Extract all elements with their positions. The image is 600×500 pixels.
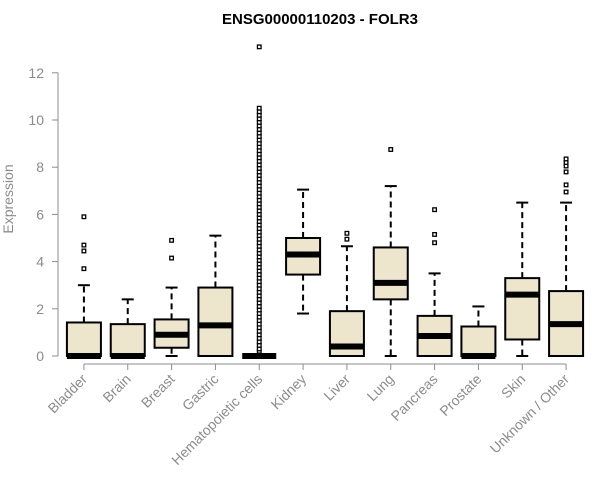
outlier-point — [432, 232, 438, 237]
y-axis-label: Expression — [0, 164, 16, 233]
x-tick-label: Pancreas — [388, 371, 441, 424]
box-7 — [328, 230, 365, 358]
box-2 — [109, 298, 146, 359]
x-tick-label: Gastric — [179, 371, 222, 414]
x-tick-label: Brain — [99, 371, 133, 405]
box-6 — [285, 188, 322, 315]
box-9 — [416, 207, 453, 358]
box-body — [65, 321, 102, 358]
x-tick-label: Liver — [320, 371, 353, 404]
outlier-point — [256, 105, 262, 111]
y-tick-label: 12 — [28, 65, 44, 81]
x-tick-label: Skin — [498, 371, 529, 402]
box-body — [109, 323, 146, 358]
y-tick-label: 2 — [36, 301, 44, 317]
outlier-point — [563, 156, 569, 162]
box-5 — [242, 44, 277, 359]
outlier-point — [81, 266, 87, 272]
outlier-point — [563, 189, 569, 195]
outlier-point — [432, 207, 438, 213]
chart-title: ENSG00000110203 - FOLR3 — [222, 11, 418, 28]
outlier-point — [81, 214, 87, 220]
y-tick-label: 0 — [36, 348, 44, 364]
outlier-point — [344, 236, 350, 242]
outlier-point — [81, 242, 87, 248]
outlier-point — [344, 230, 350, 236]
outlier-point — [388, 147, 394, 152]
y-axis: 0 2 4 6 8 10 12 — [28, 65, 59, 364]
box-body — [504, 277, 541, 341]
outlier-point — [563, 182, 569, 188]
outlier-point — [432, 240, 438, 246]
outlier-point — [256, 44, 262, 50]
outlier-point — [169, 237, 175, 243]
box-1 — [65, 214, 102, 359]
box-10 — [460, 305, 497, 359]
box-body — [460, 325, 497, 357]
boxes-group — [65, 44, 585, 359]
x-tick-label: Kidney — [268, 371, 310, 413]
outlier-point — [563, 169, 569, 175]
x-tick-label: Bladder — [45, 371, 91, 417]
box-4 — [197, 234, 234, 357]
box-body — [197, 286, 234, 357]
outlier-point — [169, 255, 175, 261]
x-tick-label: Breast — [138, 371, 178, 411]
x-tick-label: Unknown / Other — [487, 371, 573, 457]
outlier-point — [81, 248, 87, 254]
box-12 — [548, 156, 585, 358]
box-body — [372, 246, 409, 301]
box-11 — [504, 201, 541, 357]
y-tick-label: 6 — [36, 206, 44, 222]
y-tick-label: 4 — [36, 254, 44, 270]
box-8 — [372, 147, 409, 357]
y-tick-label: 10 — [28, 112, 44, 128]
x-tick-label: Lung — [364, 371, 397, 404]
box-3 — [153, 237, 190, 357]
y-tick-label: 8 — [36, 159, 44, 175]
x-tick-label: Prostate — [436, 371, 484, 419]
